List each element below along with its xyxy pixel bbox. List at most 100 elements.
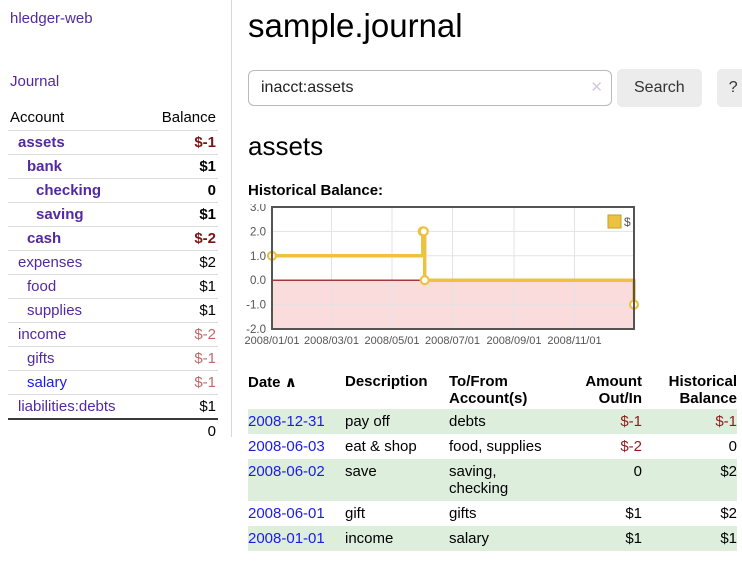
account-link[interactable]: gifts (27, 350, 55, 367)
transaction-row: 2008-01-01 income salary $1 $1 (248, 526, 737, 551)
plot-border (271, 206, 635, 330)
account-balance: $-1 (194, 134, 216, 151)
transaction-date-cell: 2008-06-03 (248, 434, 345, 459)
accounts-total-row: 0 (8, 419, 218, 443)
accounts-total-value: 0 (207, 423, 216, 440)
transaction-row: 2008-12-31 pay off debts $-1 $-1 (248, 409, 737, 434)
data-point (418, 226, 429, 237)
transaction-amount: $1 (625, 505, 642, 522)
transaction-date-link[interactable]: 2008-06-01 (248, 505, 325, 522)
transaction-balance: $2 (720, 505, 737, 522)
account-link[interactable]: supplies (27, 302, 83, 319)
register-header-amount: Amount Out/In (585, 373, 642, 407)
account-balance: 0 (207, 182, 216, 199)
account-link[interactable]: cash (27, 230, 62, 247)
accounts-header-balance: Balance (161, 109, 216, 126)
search-bar: ✕ Search ? (248, 69, 742, 107)
transaction-balance: $1 (720, 530, 737, 547)
account-row: expenses $2 (8, 250, 218, 275)
transaction-date-cell: 2008-06-02 (248, 459, 345, 501)
transaction-amount: $-2 (620, 438, 642, 455)
legend-label: $ (624, 215, 631, 229)
account-balance: $1 (199, 302, 216, 319)
transaction-description: gift (345, 505, 366, 522)
clear-search-icon[interactable]: ✕ (590, 79, 603, 96)
account-link[interactable]: liabilities:debts (18, 398, 116, 415)
help-button[interactable]: ? (716, 69, 742, 107)
account-balance: $-1 (194, 350, 216, 367)
transaction-balance: $-1 (715, 413, 737, 430)
register-header-balance: Historical Balance (668, 373, 737, 407)
account-balance: $-2 (194, 326, 216, 343)
transaction-row: 2008-06-01 gift gifts $1 $2 (248, 501, 737, 526)
x-tick-label: 2008/07/01 (425, 335, 480, 347)
account-row: cash $-2 (8, 226, 218, 251)
transaction-amount: $-1 (620, 413, 642, 430)
transaction-accounts: debts (449, 413, 486, 430)
transaction-accounts: gifts (449, 505, 477, 522)
account-link[interactable]: food (27, 278, 57, 295)
y-tick-label: -1.0 (246, 300, 266, 312)
transaction-amount: $1 (625, 530, 642, 547)
x-tick-label: 2008/01/01 (244, 335, 299, 347)
account-row: salary $-1 (8, 370, 218, 395)
y-tick-label: 1.0 (250, 251, 266, 263)
sidebar-item-journal[interactable]: Journal (10, 73, 60, 90)
transaction-date-link[interactable]: 2008-06-02 (248, 463, 325, 480)
search-input[interactable] (248, 70, 612, 106)
transaction-date-link[interactable]: 2008-01-01 (248, 530, 325, 547)
transaction-date-cell: 2008-01-01 (248, 526, 345, 551)
accounts-header-row: Account Balance (8, 106, 218, 131)
account-balance: $2 (199, 254, 216, 271)
transaction-row: 2008-06-03 eat & shop food, supplies $-2 0 (248, 434, 737, 459)
accounts-table: Account Balance assets $-1 bank $1 checking 0… (8, 106, 218, 443)
y-tick-label: 2.0 (250, 226, 266, 238)
account-row: assets $-1 (8, 130, 218, 155)
transaction-accounts: saving, checking (449, 463, 509, 497)
transaction-description: pay off (345, 413, 390, 430)
y-tick-label: 3.0 (250, 204, 266, 214)
x-tick-label: 2008/11/01 (547, 335, 601, 347)
transaction-accounts: food, supplies (449, 438, 542, 455)
transaction-description: save (345, 463, 377, 480)
account-row: liabilities:debts $1 (8, 394, 218, 420)
accounts-total-spacer (8, 419, 144, 443)
data-point (419, 275, 430, 286)
transaction-balance: 0 (728, 438, 737, 455)
register-header-date[interactable]: Date ∧ (248, 371, 345, 409)
y-tick-label: 0.0 (250, 275, 266, 287)
account-link[interactable]: assets (18, 134, 65, 151)
account-link[interactable]: checking (36, 182, 102, 199)
account-row: supplies $1 (8, 298, 218, 323)
transaction-description: eat & shop (345, 438, 417, 455)
transaction-accounts: salary (449, 530, 490, 547)
account-link[interactable]: saving (36, 206, 84, 223)
transaction-amount: 0 (633, 463, 642, 480)
register-header-row: Date ∧ Description To/From Account(s) Am… (248, 371, 737, 409)
chart-label: Historical Balance: (248, 182, 384, 199)
search-button[interactable]: Search (617, 69, 702, 107)
page-title: sample.journal (248, 7, 463, 44)
account-link[interactable]: expenses (18, 254, 83, 271)
account-row: checking 0 (8, 178, 218, 203)
x-tick-label: 2008/05/01 (364, 335, 419, 347)
account-link[interactable]: bank (27, 158, 63, 175)
account-link[interactable]: income (18, 326, 67, 343)
brand-link[interactable]: hledger-web (10, 10, 93, 27)
transaction-date-link[interactable]: 2008-12-31 (248, 413, 325, 430)
account-row: saving $1 (8, 202, 218, 227)
account-balance: $1 (199, 158, 216, 175)
account-balance: $1 (199, 398, 216, 415)
register-heading: assets (248, 131, 324, 161)
search-input-wrap: ✕ (248, 70, 612, 106)
account-row: bank $1 (8, 154, 218, 179)
main-content: sample.journal ✕ Search ? assets Histori… (244, 0, 742, 551)
register-table: Date ∧ Description To/From Account(s) Am… (248, 371, 737, 551)
sort-ascending-icon: ∧ (284, 374, 297, 391)
sidebar: hledger-web Journal Account Balance asse… (0, 0, 232, 440)
account-row: gifts $-1 (8, 346, 218, 371)
transaction-date-link[interactable]: 2008-06-03 (248, 438, 325, 455)
account-link[interactable]: salary (27, 374, 68, 391)
transaction-date-cell: 2008-06-01 (248, 501, 345, 526)
transaction-row: 2008-06-02 save saving, checking 0 $2 (248, 459, 737, 501)
